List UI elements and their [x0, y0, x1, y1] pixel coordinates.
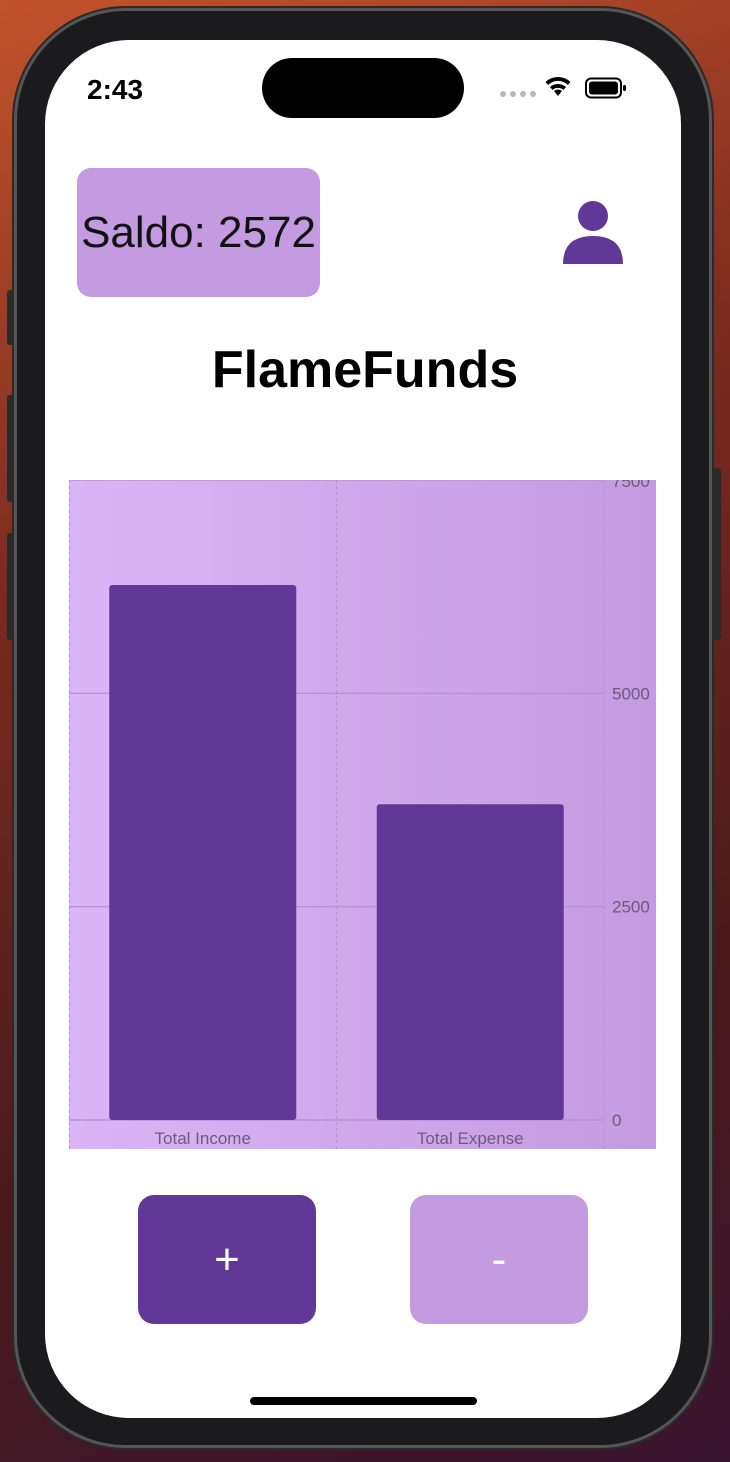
bar-total-income — [109, 584, 297, 1120]
power-button — [713, 468, 721, 640]
y-tick-label: 5000 — [612, 684, 650, 703]
x-tick-label: Total Expense — [417, 1129, 524, 1148]
status-time: 2:43 — [87, 74, 144, 105]
home-indicator[interactable] — [250, 1397, 477, 1405]
y-tick-label: 0 — [612, 1111, 621, 1130]
volume-up-button — [7, 395, 15, 502]
bar-total-expense — [376, 804, 564, 1120]
x-tick-label: Total Income — [155, 1129, 251, 1148]
add-expense-button[interactable]: - — [410, 1195, 588, 1324]
volume-down-button — [7, 533, 15, 640]
y-tick-label: 2500 — [612, 898, 650, 917]
action-button — [7, 290, 15, 345]
dynamic-island — [262, 58, 464, 118]
y-tick-label: 7500 — [612, 480, 650, 491]
balance-card: Saldo: 2572 — [77, 168, 320, 297]
person-icon[interactable] — [561, 198, 625, 266]
bar-chart: 0 2500 5000 7500 Total Income Total Expense — [69, 480, 656, 1149]
battery-icon — [585, 77, 626, 99]
signal-icon — [500, 91, 536, 97]
app-title: FlameFunds — [211, 341, 519, 399]
add-income-button[interactable]: + — [138, 1195, 316, 1324]
wifi-icon — [545, 76, 571, 96]
